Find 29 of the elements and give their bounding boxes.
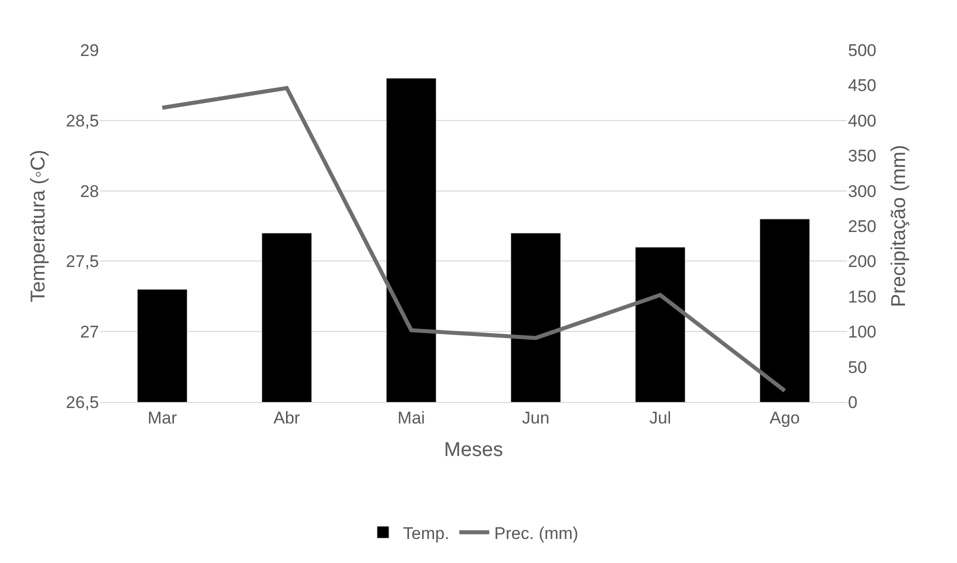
y2-axis-title: Precipitação (mm) <box>888 144 910 308</box>
y-tick-label: 27,5 <box>66 252 99 272</box>
x-tick-label: Jul <box>649 408 672 428</box>
y2-tick-label: 250 <box>848 216 876 236</box>
y2-tick-label: 50 <box>848 358 867 377</box>
y-tick-label: 27 <box>80 322 99 342</box>
y2-tick-label: 400 <box>848 111 876 130</box>
y2-tick-label: 300 <box>848 182 876 201</box>
y-tick-label: 29 <box>80 40 99 60</box>
y2-tick-label: 200 <box>848 252 876 272</box>
y2-tick-label: 150 <box>848 287 876 306</box>
x-tick-label: Mar <box>148 408 178 428</box>
y2-tick-label: 350 <box>848 146 876 166</box>
x-tick-label: Mai <box>398 408 425 428</box>
y-tick-label: 26,5 <box>66 392 99 412</box>
y2-tick-label: 500 <box>848 40 876 60</box>
x-axis-title: Meses <box>444 438 503 461</box>
legend-label: Temp. <box>403 524 450 543</box>
line-series <box>160 86 787 393</box>
x-tick-label: Jun <box>522 408 550 428</box>
y2-tick-label: 100 <box>848 322 876 342</box>
y-tick-label: 28,5 <box>66 111 99 130</box>
legend-label: Prec. (mm) <box>494 524 578 543</box>
y-axis-title: Temperatura (◦C) <box>27 150 50 302</box>
x-tick-label: Abr <box>274 408 300 428</box>
y2-tick-label: 450 <box>848 76 876 96</box>
y2-tick-label: 0 <box>848 392 858 412</box>
y-tick-label: 28 <box>80 182 99 201</box>
x-tick-label: Ago <box>770 408 800 428</box>
